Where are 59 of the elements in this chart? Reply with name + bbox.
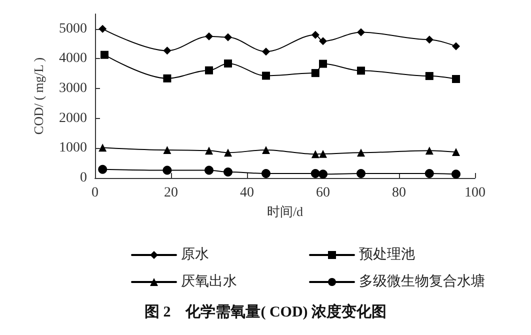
point <box>357 148 365 157</box>
point <box>224 148 232 157</box>
point <box>425 36 434 44</box>
point <box>262 48 270 56</box>
y-axis-title: COD/ ( mg/L ) <box>31 57 46 135</box>
point <box>311 30 320 39</box>
point <box>318 170 328 179</box>
point <box>425 146 434 155</box>
text: 图 2 化学需氧量( COD) 浓度变化图 <box>144 302 387 320</box>
point <box>224 33 232 42</box>
x-tick-label: 80 <box>392 186 406 200</box>
point <box>162 166 172 175</box>
legend-label: 预处理池 <box>359 246 415 262</box>
point <box>205 146 213 155</box>
point <box>262 169 270 178</box>
x-tick-label: 60 <box>316 186 330 200</box>
point <box>319 60 327 68</box>
y-tick-label: 4000 <box>59 51 87 66</box>
point <box>163 146 172 154</box>
point <box>262 72 270 80</box>
point <box>425 72 434 80</box>
y-tick-label: 2000 <box>59 110 87 126</box>
point <box>356 169 366 178</box>
point <box>319 150 327 158</box>
x-tick-label: 40 <box>240 186 254 200</box>
point <box>224 168 232 177</box>
point <box>424 169 434 178</box>
point <box>163 46 172 55</box>
point <box>205 66 213 74</box>
point <box>319 37 327 46</box>
point <box>452 170 460 179</box>
x-tick-label: 0 <box>92 186 98 200</box>
legend-label: 原水 <box>181 246 209 262</box>
point <box>311 150 320 158</box>
x-tick-label: 20 <box>164 186 178 200</box>
y-tick-label: 1000 <box>59 140 87 156</box>
point <box>98 144 107 152</box>
point <box>224 60 232 68</box>
point <box>452 75 460 84</box>
y-tick-label: 5000 <box>59 21 87 36</box>
point <box>357 28 365 36</box>
point <box>452 42 460 50</box>
point <box>98 164 108 174</box>
point <box>204 166 214 175</box>
point <box>98 24 107 33</box>
point <box>357 66 365 75</box>
legend-label: 厌氧出水 <box>181 274 237 290</box>
point <box>262 146 270 154</box>
point <box>100 50 108 59</box>
y-tick-label: 3000 <box>59 81 87 96</box>
point <box>163 74 172 82</box>
point <box>311 69 320 78</box>
x-tick-label: 100 <box>464 186 486 200</box>
x-axis-title: 时间/d <box>266 204 304 219</box>
point <box>310 169 320 178</box>
y-tick-label: 0 <box>80 170 87 186</box>
legend-label: 多级微生物复合水塘 <box>359 274 485 290</box>
point <box>205 32 213 40</box>
point <box>452 148 460 156</box>
